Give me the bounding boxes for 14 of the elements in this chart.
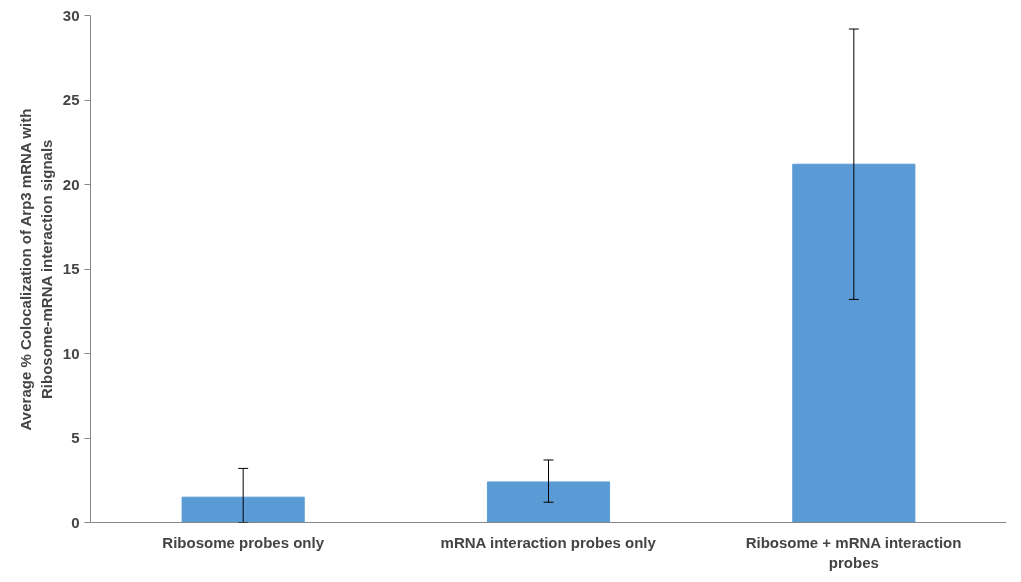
x-tick-label: mRNA interaction probes only [440, 533, 657, 551]
y-axis-title: Average % Colocalization of Arp3 mRNA with Ribosome-mRNA interaction signals [17, 108, 55, 431]
y-tick-label: 0 [71, 513, 80, 531]
y-tick-label: 20 [62, 175, 80, 193]
bar [486, 481, 611, 523]
y-tick-label: 10 [62, 344, 80, 362]
y-tick-label: 15 [62, 260, 80, 277]
y-tick-label: 5 [71, 429, 80, 446]
bar [181, 496, 305, 523]
y-tick-label: 25 [62, 91, 80, 108]
bar [792, 163, 916, 523]
y-tick-label: 30 [62, 6, 80, 24]
x-tick-label: Ribosome + mRNA interaction probes [745, 533, 962, 571]
x-tick-label: Ribosome probes only [162, 533, 325, 551]
